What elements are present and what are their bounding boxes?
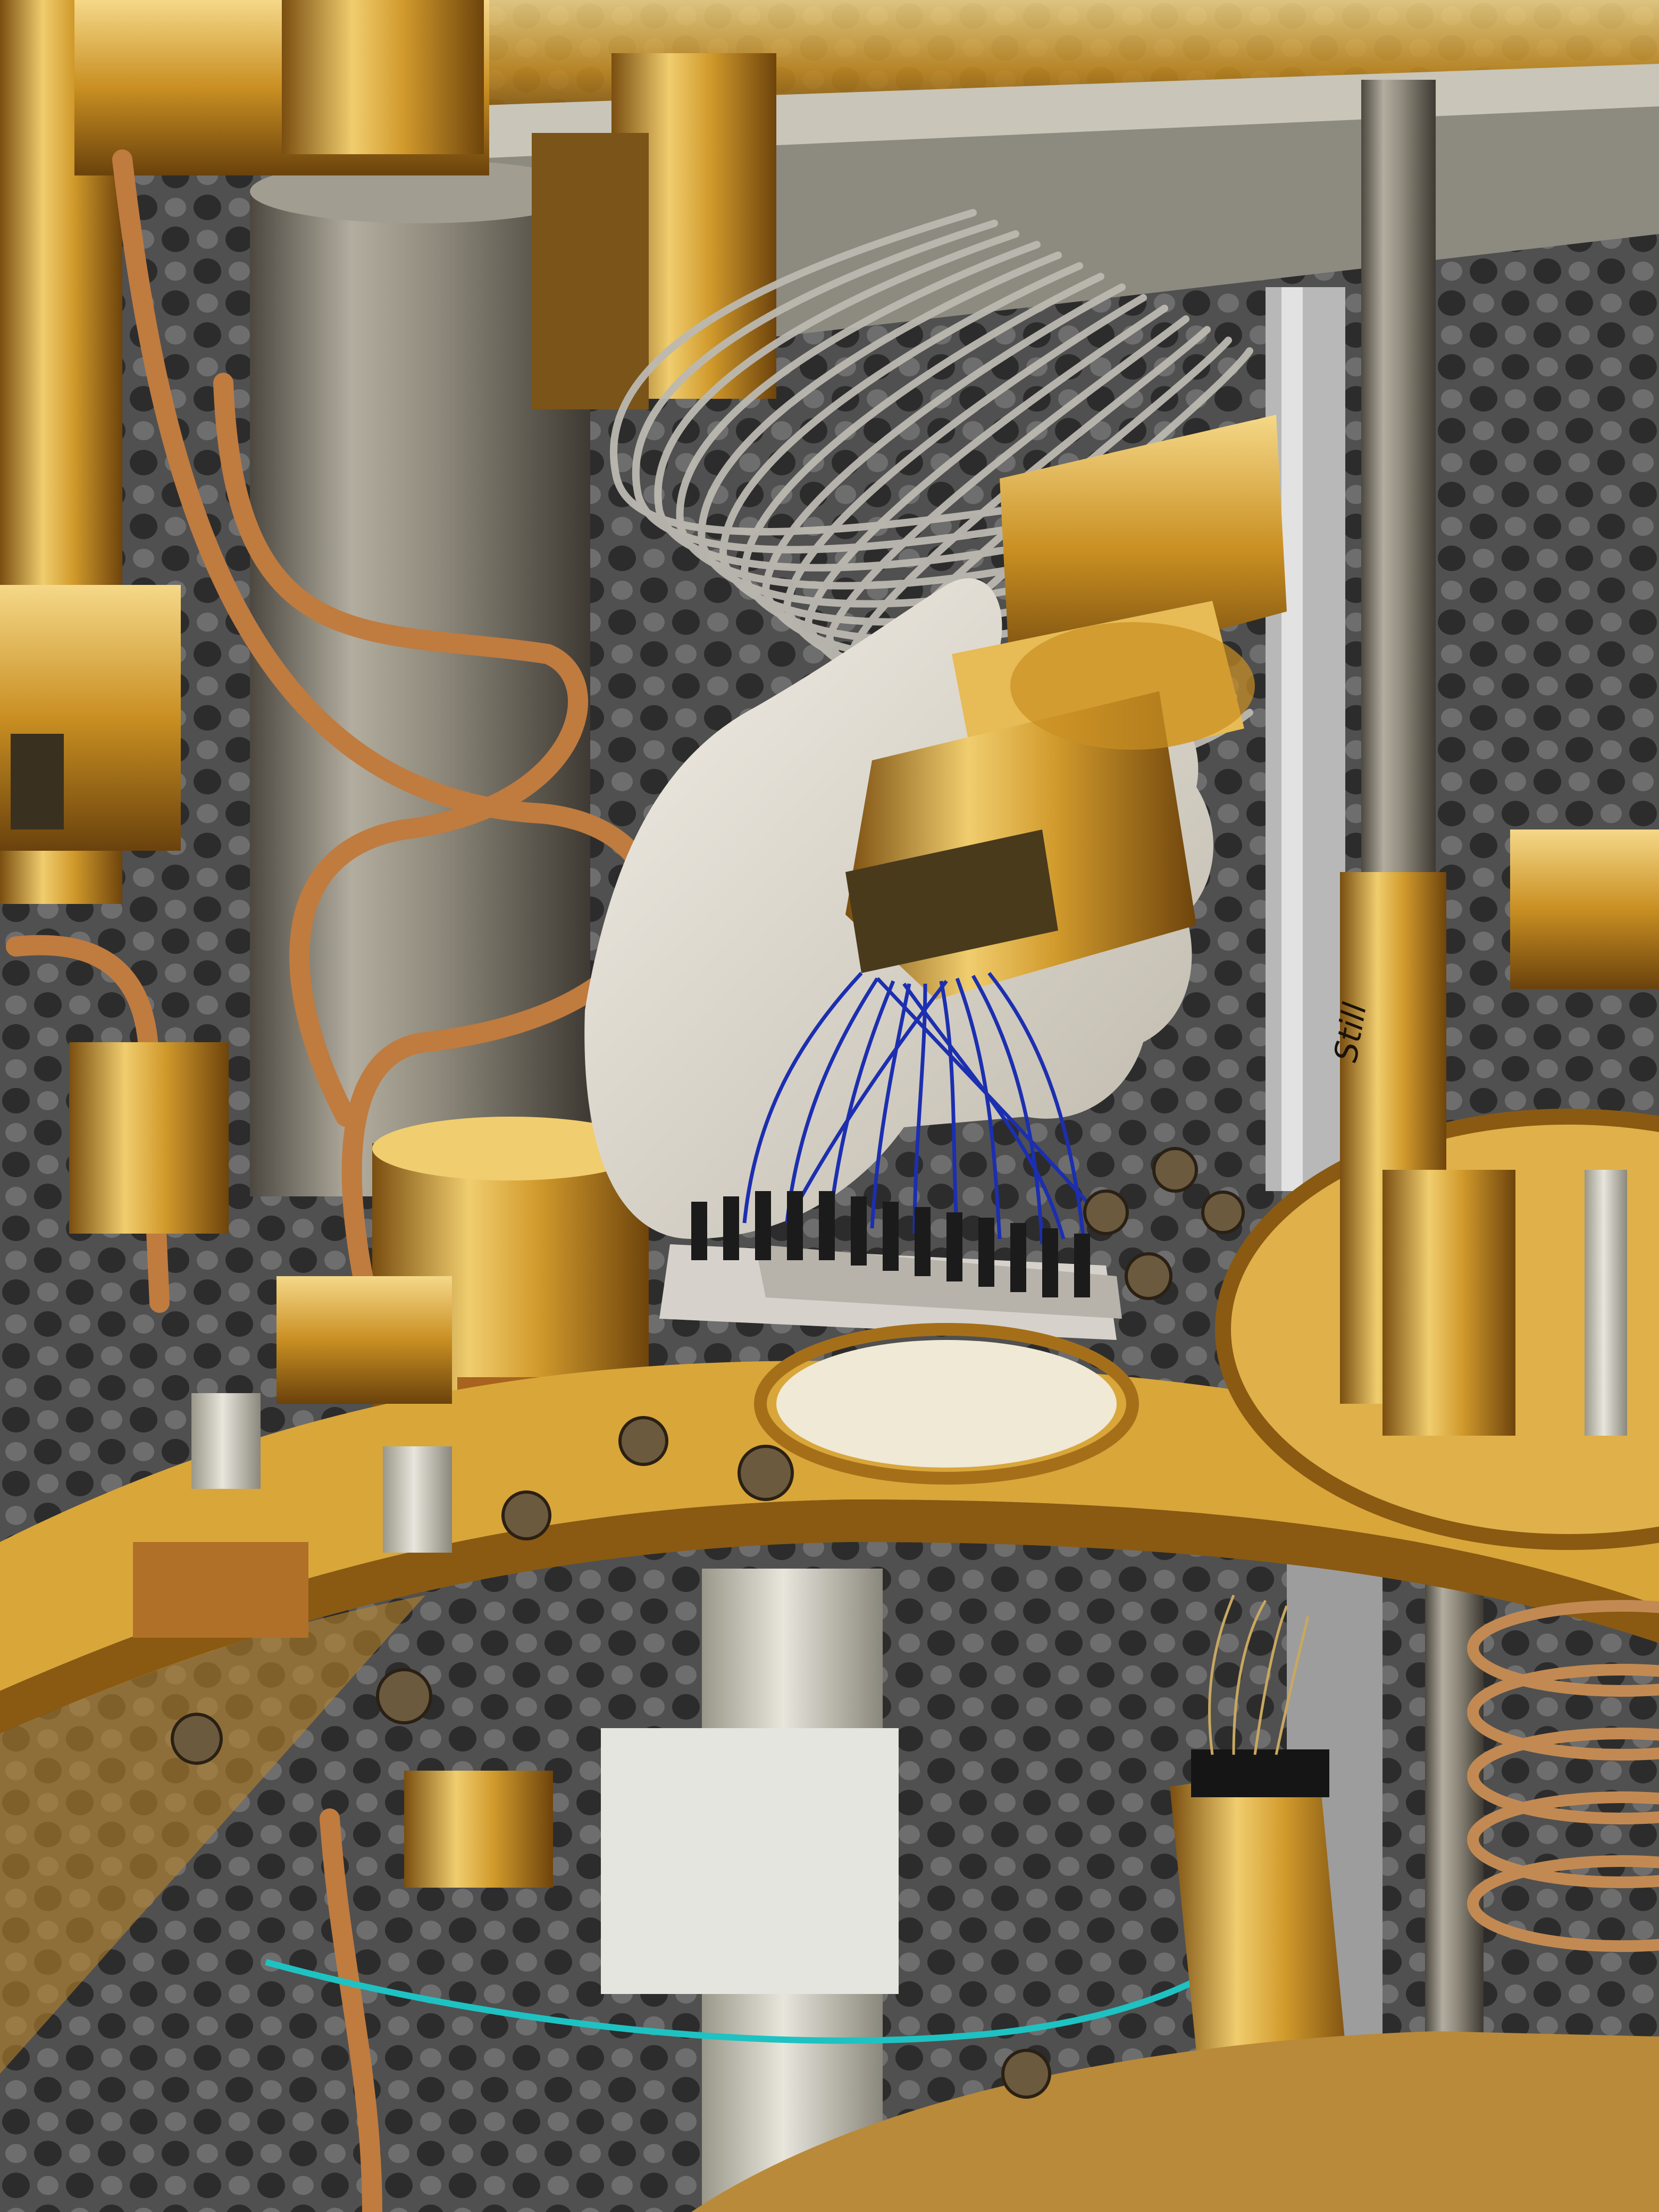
- copper-coil: [1467, 1600, 1659, 1952]
- plate-center-hole: [776, 1340, 1117, 1468]
- aluminum-rail: [1266, 287, 1345, 1191]
- copper-tubing: [6, 149, 661, 2212]
- gold-connector: [845, 415, 1287, 1000]
- lower-plate: [691, 2031, 1659, 2212]
- white-box: [601, 1728, 899, 1994]
- right-top-gold-block: [1510, 830, 1659, 989]
- coax-connector-right: [1585, 1170, 1627, 1436]
- gold-mixing-plate: [0, 1323, 1659, 2074]
- pin-header-strips: [659, 1191, 1122, 1340]
- still-gold-block: Still: [1327, 872, 1515, 1436]
- cyan-cable: [265, 1939, 1252, 2044]
- top-gold-block: [532, 53, 776, 409]
- mounting-bolts: [171, 1147, 1245, 2099]
- blue-wires: [742, 971, 1108, 1250]
- left-gold-bracket: [0, 0, 489, 904]
- left-gold-components: [69, 1042, 553, 1888]
